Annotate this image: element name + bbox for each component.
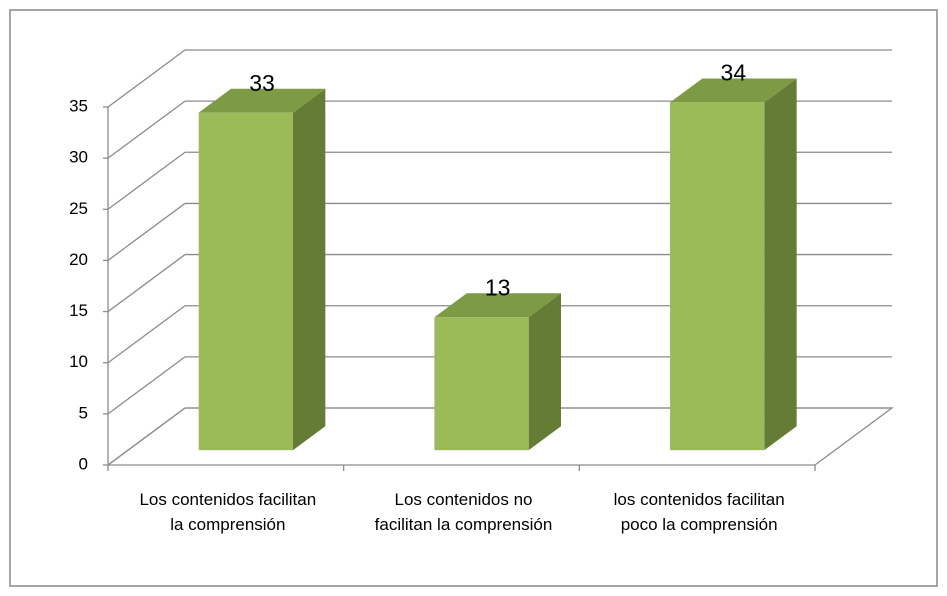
grid-line [107, 151, 186, 210]
data-label: 33 [249, 70, 275, 96]
bar-top [670, 78, 797, 103]
grid-line [107, 100, 186, 159]
grid-line [107, 49, 186, 108]
bar-top [434, 293, 561, 318]
bar-side [528, 293, 561, 451]
grid-line [107, 356, 186, 415]
data-label: 13 [485, 274, 511, 300]
bar [434, 317, 529, 451]
y-tick-label: 5 [79, 403, 88, 422]
grid-line [107, 254, 186, 313]
bar [198, 112, 293, 451]
data-label: 34 [721, 60, 747, 86]
y-tick-label: 0 [79, 454, 88, 473]
bar [670, 102, 765, 451]
x-tick-label: Los contenidos facilitan la comprensión [139, 490, 317, 534]
y-tick-label: 10 [69, 352, 88, 371]
bar-side [292, 88, 326, 451]
grid-line [107, 407, 186, 466]
y-tick-label: 15 [69, 301, 88, 320]
y-tick-label: 35 [69, 96, 88, 115]
grid-line [107, 305, 186, 364]
y-tick-label: 25 [69, 199, 88, 218]
bar-side [764, 78, 797, 451]
y-tick-label: 20 [69, 250, 88, 269]
x-tick-label: Los contenidos no facilitan la comprensi… [374, 490, 553, 534]
y-tick-label: 30 [69, 148, 88, 167]
bar-top [198, 88, 326, 113]
x-tick-label: los contenidos facilitan poco la compren… [613, 490, 785, 534]
grid-line [107, 202, 186, 261]
